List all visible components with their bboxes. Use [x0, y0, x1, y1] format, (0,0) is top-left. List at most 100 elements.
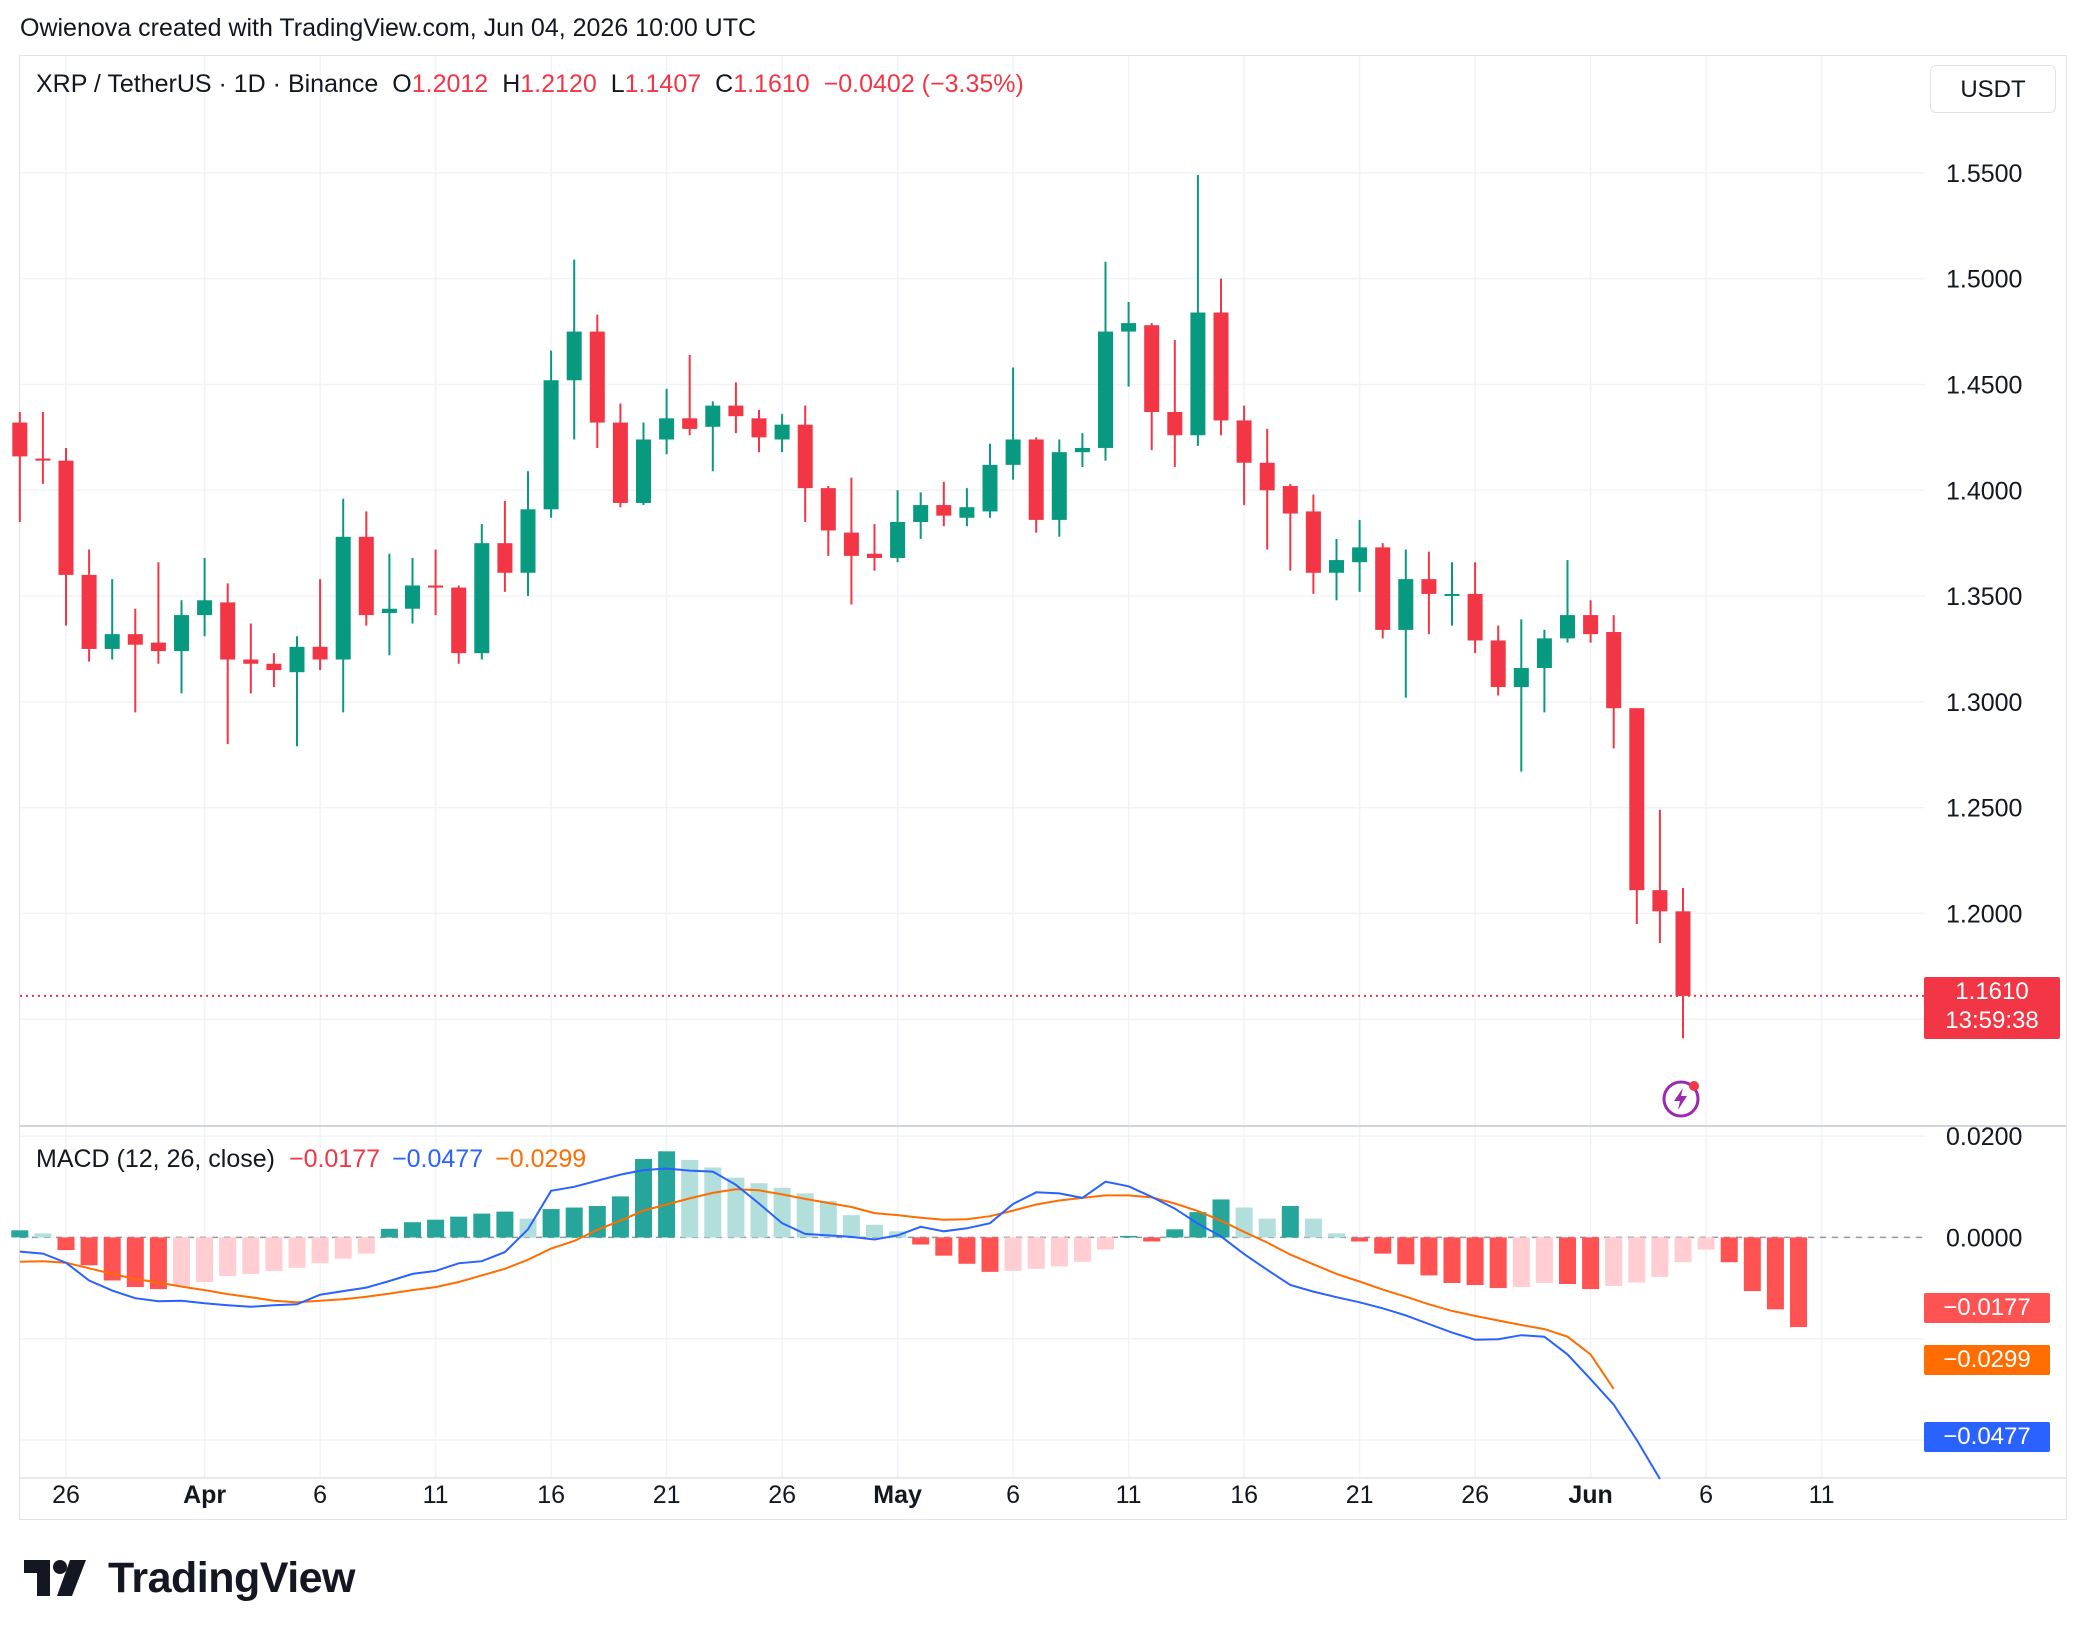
candle-body — [589, 331, 605, 423]
candle-body — [774, 424, 790, 440]
high-label: H — [502, 70, 521, 98]
macd-histogram-bar — [750, 1183, 768, 1238]
macd-axis-tick-label: 0.0200 — [1946, 1123, 2022, 1151]
price-axis-tick-label: 1.5500 — [1946, 160, 2022, 188]
symbol-legend: XRP / TetherUS · 1D · Binance O1.2012 H1.2… — [36, 70, 1038, 99]
time-axis-tick-label: 21 — [653, 1481, 681, 1509]
close-label: C — [715, 70, 734, 98]
macd-axis-tick-label: 0.0000 — [1946, 1224, 2022, 1252]
macd-histogram-bar — [1166, 1229, 1184, 1238]
candle-body — [566, 331, 582, 381]
tradingview-logo: TradingView — [24, 1553, 356, 1603]
open-value: 1.2012 — [411, 70, 489, 98]
macd-histogram-bar — [1420, 1237, 1438, 1276]
macd-histogram-bar — [334, 1237, 352, 1259]
candle-body — [405, 585, 420, 609]
macd-histogram-bar — [1328, 1233, 1345, 1238]
bar-countdown: 13:59:38 — [1945, 1007, 2039, 1034]
candle-body — [1652, 890, 1668, 912]
candle-body — [174, 615, 189, 652]
candle-body — [1121, 323, 1137, 332]
time-axis-tick-label: 16 — [1230, 1481, 1258, 1509]
candle-body — [982, 464, 998, 512]
macd-histogram-bar — [1790, 1237, 1807, 1328]
macd-histogram-bar — [311, 1237, 329, 1264]
macd-line-tag: −0.0477 — [1924, 1422, 2050, 1452]
time-axis-tick-label: 26 — [768, 1481, 796, 1509]
macd-histogram-bar — [1466, 1237, 1484, 1286]
macd-histogram-bar — [242, 1237, 260, 1274]
currency-button[interactable]: USDT — [1930, 65, 2056, 113]
macd-histogram-bar — [958, 1237, 976, 1264]
macd-histogram-bar — [1097, 1237, 1114, 1250]
symbol-name[interactable]: XRP / TetherUS · 1D · Binance — [36, 70, 379, 98]
lightning-alert-icon[interactable] — [1661, 1079, 1701, 1119]
candle-body — [936, 505, 952, 516]
macd-histogram-bar — [842, 1215, 860, 1238]
macd-histogram-bar — [103, 1237, 121, 1281]
macd-histogram-bar — [1281, 1206, 1299, 1238]
macd-histogram-bar — [126, 1237, 144, 1288]
macd-histogram-bar — [173, 1237, 190, 1287]
macd-histogram-bar — [981, 1237, 999, 1272]
candle-body — [1144, 325, 1160, 412]
candle-body — [81, 574, 97, 649]
macd-histogram-bar — [1720, 1237, 1738, 1263]
macd-histogram-tag: −0.0177 — [1924, 1293, 2050, 1323]
candle-body — [1167, 411, 1183, 436]
candle-body — [127, 634, 143, 645]
macd-histogram-bar — [658, 1151, 676, 1238]
tradingview-logo-icon — [24, 1560, 86, 1596]
macd-histogram-bar — [288, 1237, 306, 1268]
candle-body — [1513, 667, 1529, 688]
candle-body — [12, 422, 28, 457]
price-axis-tick-label: 1.3500 — [1946, 583, 2022, 611]
macd-histogram-bar — [704, 1167, 722, 1238]
macd-histogram-bar — [912, 1237, 930, 1245]
macd-histogram-bar — [1374, 1237, 1392, 1254]
change-value: −0.0402 (−3.35%) — [823, 70, 1024, 98]
candle-body — [612, 422, 628, 503]
macd-indicator-name[interactable]: MACD (12, 26, close) — [36, 1145, 275, 1173]
macd-histogram-bar — [265, 1237, 283, 1271]
price-axis-tick-label: 1.4500 — [1946, 371, 2022, 399]
open-label: O — [392, 70, 412, 98]
macd-signal-line — [19, 1188, 1615, 1390]
macd-histogram-bar — [57, 1237, 75, 1251]
macd-histogram-bar — [1766, 1237, 1784, 1310]
macd-histogram-bar — [1605, 1237, 1623, 1287]
candle-body — [1560, 615, 1575, 639]
time-axis-tick-label: 6 — [1699, 1481, 1713, 1509]
macd-histogram-bar — [11, 1230, 29, 1238]
macd-histogram-bar — [1120, 1235, 1138, 1238]
macd-line — [19, 1167, 1661, 1480]
candle-body — [58, 460, 74, 575]
candle-body — [1583, 615, 1599, 635]
macd-histogram-bar — [819, 1200, 837, 1238]
candle-body — [266, 663, 282, 671]
candle-body — [1329, 560, 1344, 573]
candle-body — [1074, 447, 1090, 453]
macd-histogram-bar — [611, 1196, 629, 1238]
candle-body — [1098, 331, 1113, 448]
macd-histogram-bar — [1304, 1218, 1322, 1238]
macd-signal-value: −0.0299 — [495, 1145, 587, 1173]
candle-body — [197, 600, 213, 616]
macd-histogram-bar — [1582, 1237, 1600, 1290]
macd-histogram-bar — [80, 1237, 98, 1266]
time-axis-tick-label: 26 — [1461, 1481, 1489, 1509]
chart-frame — [19, 55, 2067, 1520]
macd-histogram-bar — [1143, 1237, 1161, 1242]
macd-histogram-bar — [1027, 1237, 1045, 1269]
candle-body — [243, 659, 259, 664]
macd-histogram-bar — [1258, 1218, 1276, 1238]
macd-histogram-bar — [34, 1233, 52, 1238]
macd-histogram-bar — [1674, 1237, 1692, 1263]
candle-body — [520, 509, 536, 573]
candle-body — [1190, 312, 1206, 436]
candle-body — [1606, 632, 1622, 709]
candle-body — [682, 418, 698, 429]
low-label: L — [610, 70, 625, 98]
